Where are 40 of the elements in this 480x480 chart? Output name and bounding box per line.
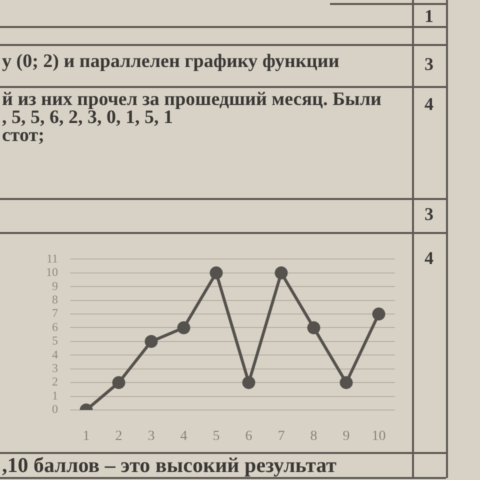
x-tick-label: 8 — [310, 429, 318, 444]
point — [307, 321, 320, 334]
x-tick-label: 9 — [342, 429, 350, 444]
y-tick-label: 3 — [52, 361, 58, 376]
point — [112, 376, 126, 390]
y-tick-label: 11 — [46, 251, 58, 266]
y-tick-label: 4 — [52, 347, 58, 362]
text: 3 — [424, 53, 434, 75]
text: 3 — [424, 203, 434, 225]
text: 4 — [424, 247, 434, 269]
x-tick-label: 7 — [278, 429, 285, 444]
point — [242, 376, 256, 390]
point — [177, 321, 190, 334]
x-tick-label: 3 — [148, 429, 155, 444]
y-tick-label: 1 — [52, 388, 58, 402]
text: у (0; 2) и параллелен графику функции — [2, 51, 340, 73]
x-tick-label: 5 — [212, 429, 220, 444]
point — [340, 376, 353, 390]
y-tick-label: 6 — [52, 320, 58, 334]
x-tick-label: 2 — [115, 429, 122, 444]
text: ,10 баллов – это высокий результат — [2, 453, 338, 477]
text: й из них прочел за прошедший месяц. Были — [2, 89, 382, 110]
y-tick-label: 9 — [52, 278, 58, 293]
x-tick-label: 10 — [372, 429, 386, 444]
point — [372, 308, 386, 321]
point — [274, 266, 288, 280]
text: 4 — [424, 93, 434, 115]
point — [144, 334, 158, 348]
x-tick-label: 4 — [180, 429, 188, 444]
y-tick-label: 0 — [52, 402, 58, 416]
point — [210, 266, 223, 280]
y-tick-label: 7 — [52, 306, 58, 320]
x-tick-label: 1 — [82, 429, 90, 444]
x-tick-label: 6 — [245, 429, 252, 444]
text: 1 — [424, 5, 434, 27]
y-tick-label: 5 — [52, 334, 58, 348]
y-tick-label: 2 — [52, 374, 58, 389]
y-tick-label: 10 — [46, 265, 58, 280]
y-tick-label: 8 — [52, 292, 58, 306]
text: стот; — [2, 125, 46, 147]
